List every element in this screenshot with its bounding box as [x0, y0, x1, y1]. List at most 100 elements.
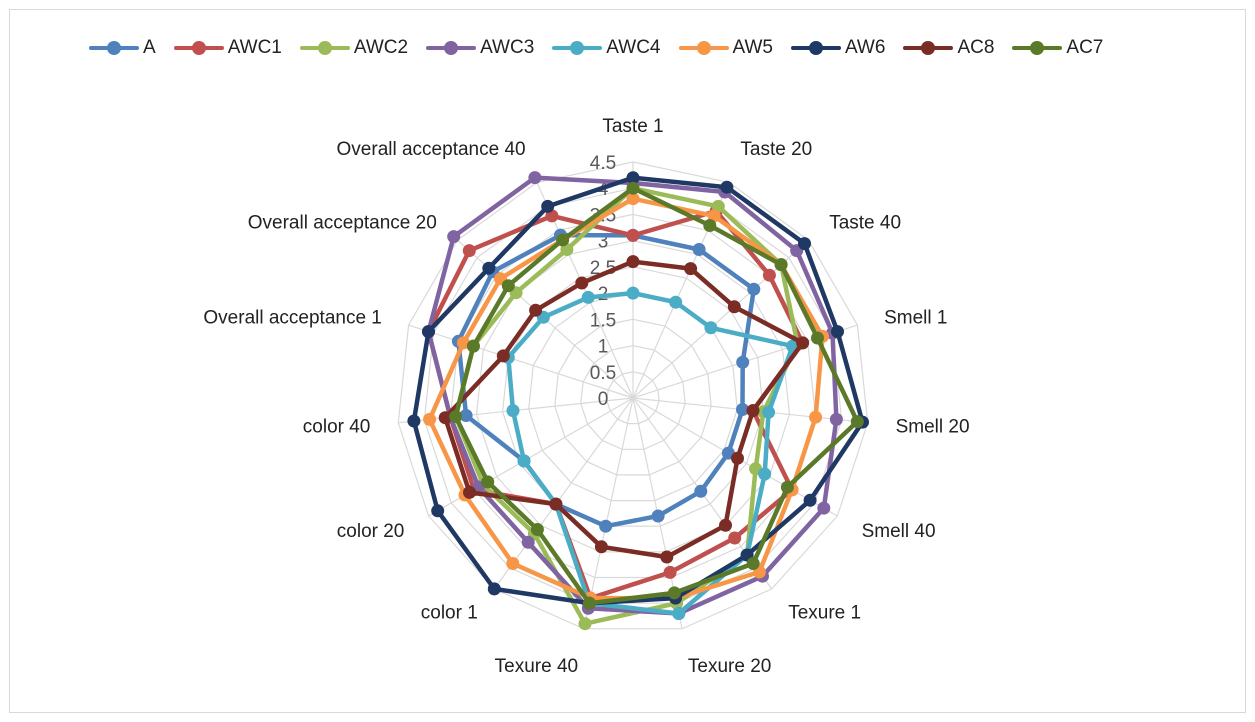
category-label: Texure 40 [495, 656, 578, 677]
data-point-AC7-11 [449, 410, 463, 424]
data-point-AC8-3 [796, 336, 810, 350]
legend-label: AC8 [957, 37, 995, 58]
grid-ring-2 [580, 344, 686, 450]
series-line-AC8 [442, 259, 805, 560]
legend-item-AWC3: AWC3 [426, 33, 534, 63]
data-point-AW6-5 [803, 493, 817, 507]
data-point-A-11 [459, 409, 473, 422]
legend-swatch [89, 33, 139, 63]
data-point-AW6-2 [798, 237, 811, 251]
data-point-A-2 [747, 282, 761, 296]
category-label: color 40 [303, 417, 371, 438]
category-label: Overall acceptance 20 [248, 212, 437, 233]
series-line-AW6 [411, 175, 865, 606]
data-point-AWC4-1 [669, 295, 683, 309]
data-point-AC7-0 [626, 181, 640, 195]
data-point-A-8 [599, 519, 613, 533]
radial-tick-label: 3 [598, 232, 609, 253]
data-point-AWC4-11 [506, 404, 520, 418]
data-point-AW6-14 [541, 199, 555, 213]
radial-tick-label: 1 [598, 337, 609, 358]
series-line-AWC3 [426, 175, 839, 616]
data-point-AC7-12 [466, 339, 480, 353]
radial-tick-label: 0.5 [590, 363, 616, 384]
data-point-AWC1-2 [762, 268, 776, 282]
data-point-AC8-11 [438, 411, 452, 425]
data-point-AWC4-14 [581, 290, 595, 304]
data-point-AC7-8 [582, 596, 596, 610]
legend-swatch [903, 33, 954, 63]
legend-swatch [173, 33, 224, 63]
category-label: Smell 20 [896, 417, 970, 438]
data-point-AWC4-0 [626, 286, 640, 300]
legend-label: A [143, 37, 156, 58]
data-point-AC7-9 [530, 523, 544, 536]
category-label: Taste 1 [602, 116, 663, 137]
series-AC7 [449, 181, 864, 610]
data-point-AW6-12 [422, 325, 435, 339]
grid-spoke-12 [408, 324, 634, 399]
data-point-AWC1-6 [728, 531, 742, 545]
data-point-AC8-13 [529, 303, 543, 317]
category-label: Taste 40 [829, 212, 901, 233]
legend: A AWC1 AWC2 AWC3 AWC4 AW5 AW6 AC8 AC7 [0, 33, 1255, 63]
legend-swatch [552, 33, 603, 63]
data-point-AW6-9 [487, 582, 501, 596]
data-point-AWC3-14 [528, 171, 542, 185]
data-point-AC7-7 [667, 586, 681, 600]
radial-tick-label: 1.5 [590, 310, 616, 331]
data-point-AC7-6 [746, 557, 760, 570]
series-line-AWC1 [426, 208, 805, 601]
data-point-AWC4-7 [672, 607, 686, 620]
data-point-AC7-10 [481, 475, 495, 489]
data-point-AW6-10 [431, 504, 445, 518]
legend-item-AC7: AC7 [1012, 33, 1103, 63]
data-point-AC8-0 [626, 255, 640, 269]
data-point-AWC3-13 [447, 230, 461, 244]
legend-label: AWC2 [353, 37, 409, 58]
data-point-AC8-8 [594, 540, 608, 554]
data-point-A-6 [694, 484, 708, 498]
data-point-AWC4-5 [758, 467, 772, 481]
data-point-AC7-4 [850, 415, 864, 429]
data-point-AC7-14 [556, 233, 570, 247]
data-point-AC8-6 [719, 518, 732, 532]
grid-spoke-8 [583, 397, 634, 629]
series-line-AC7 [453, 185, 860, 606]
category-label: Overall acceptance 40 [337, 139, 526, 160]
data-point-AC8-2 [727, 300, 741, 314]
category-label: Taste 20 [740, 139, 812, 160]
data-point-AW5-4 [809, 410, 823, 424]
legend-label: AW6 [844, 37, 886, 58]
radial-tick-label: 0 [598, 389, 609, 410]
legend-swatch [678, 33, 729, 63]
legend-item-AW6: AW6 [790, 33, 886, 63]
data-point-AWC2-8 [578, 617, 592, 631]
data-point-AW5-9 [506, 557, 520, 570]
data-point-AC8-5 [731, 451, 744, 465]
data-point-AWC3-4 [829, 412, 843, 426]
legend-item-AWC1: AWC1 [173, 33, 282, 63]
data-point-AWC4-2 [704, 321, 718, 335]
data-point-AC7-5 [780, 480, 794, 494]
legend-item-A: A [89, 33, 156, 63]
legend-label: AWC4 [606, 37, 661, 58]
data-point-AW6-0 [626, 171, 640, 185]
legend-swatch [790, 33, 841, 63]
data-point-AW6-11 [407, 414, 421, 428]
legend-item-AWC4: AWC4 [552, 33, 661, 63]
legend-swatch [1012, 33, 1063, 63]
data-point-AC8-14 [575, 276, 589, 290]
data-point-AC7-3 [811, 331, 824, 345]
data-point-AC8-4 [746, 404, 760, 418]
data-point-AW6-13 [482, 261, 496, 275]
category-label: Texure 1 [788, 603, 861, 624]
data-point-A-1 [692, 243, 706, 256]
data-point-AWC1-0 [626, 228, 640, 242]
data-point-A-4 [736, 403, 749, 416]
data-point-AWC3-9 [521, 535, 535, 549]
category-label: Texure 20 [688, 656, 771, 677]
legend-label: AWC3 [480, 37, 535, 58]
category-label: color 20 [337, 521, 405, 542]
